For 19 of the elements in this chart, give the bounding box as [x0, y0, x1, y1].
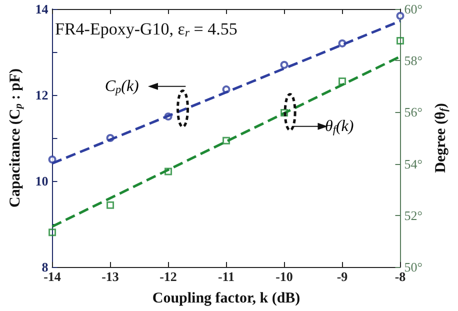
- y2-tick-label: 56°: [404, 104, 422, 120]
- x-tick-label: -8: [394, 269, 406, 284]
- x-axis-title: Coupling factor, k (dB): [152, 290, 300, 306]
- y2-tick-label: 60°: [404, 2, 422, 16]
- y2-tick-label: 50°: [404, 260, 422, 274]
- y2-tick-label: 58°: [404, 53, 422, 68]
- x-tick-label: -11: [218, 269, 235, 284]
- y2-axis-title: Degree (θf): [433, 103, 450, 173]
- x-tick-label: -10: [276, 269, 293, 284]
- y-tick-label: 12: [35, 88, 48, 102]
- x-tick-label: -9: [336, 269, 348, 284]
- y2-tick-label: 54°: [404, 156, 422, 172]
- y-axis-title: Capacitance (Cp : pF): [8, 68, 24, 208]
- x-tick-label: -13: [102, 269, 120, 284]
- y-tick-label: 8: [42, 260, 49, 274]
- y2-tick-label: 52°: [404, 208, 422, 223]
- y-tick-label: 14: [35, 2, 49, 16]
- x-tick-label: -12: [160, 269, 177, 284]
- y-tick-label: 10: [35, 174, 48, 188]
